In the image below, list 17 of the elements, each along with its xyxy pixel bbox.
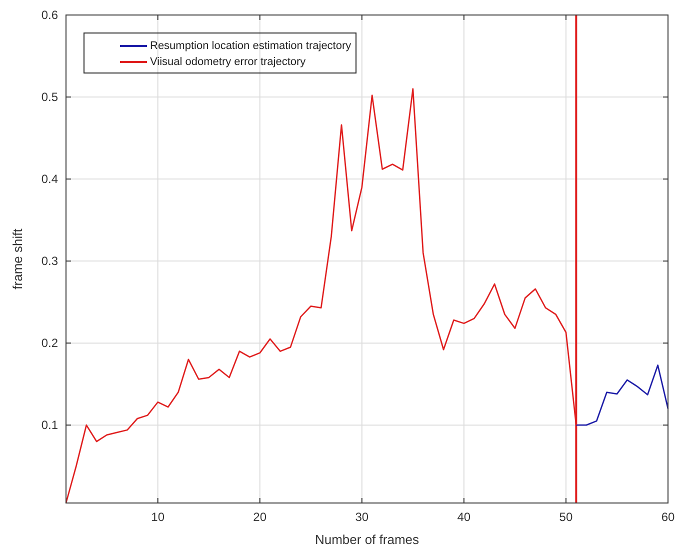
y-tick-label: 0.4 [41,172,58,186]
x-tick-label: 50 [559,510,573,524]
line-series [575,364,669,426]
y-tick-label: 0.2 [41,336,58,350]
legend-label: Resumption location estimation trajectory [150,40,352,52]
x-tick-label: 30 [355,510,369,524]
y-tick-label: 0.5 [41,90,58,104]
legend-label: Viisual odometry error trajectory [150,56,306,68]
y-axis-title: frame shift [10,228,25,290]
x-axis-title: Number of frames [314,532,420,547]
y-tick-label: 0.6 [41,8,58,22]
x-tick-label: 60 [661,510,675,524]
y-tick-label: 0.3 [41,254,58,268]
x-tick-label: 20 [253,510,267,524]
x-tick-label: 40 [457,510,471,524]
y-tick-label: 0.1 [41,418,58,432]
x-tick-label: 10 [151,510,165,524]
